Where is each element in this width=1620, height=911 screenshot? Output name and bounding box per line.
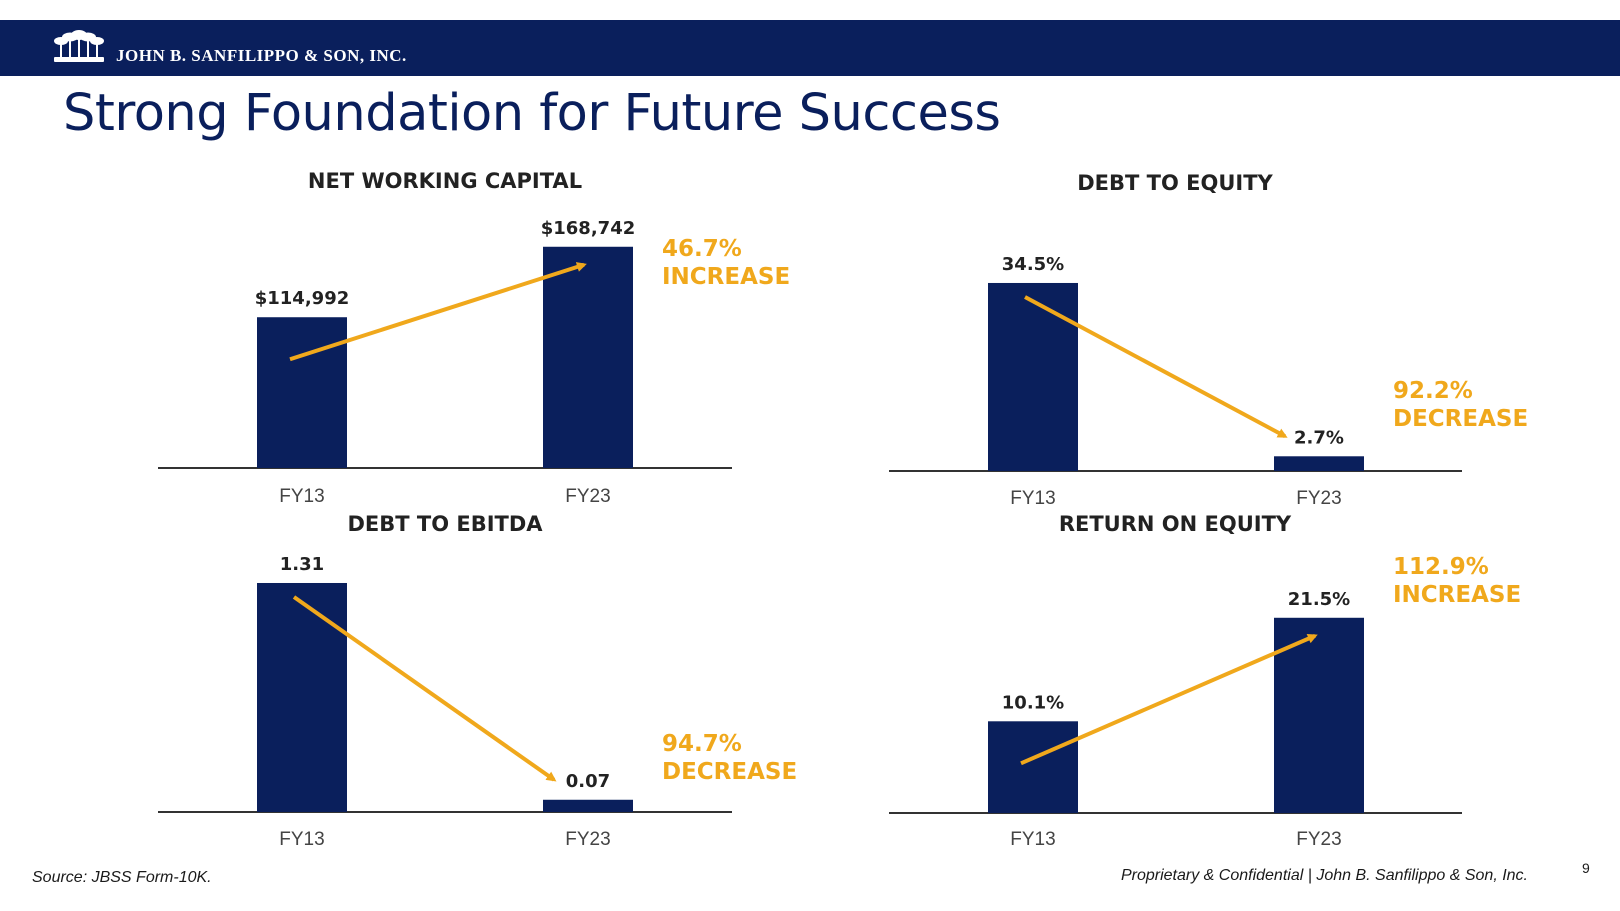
page-number: 9 [1582, 860, 1590, 876]
data-label: 21.5% [1288, 589, 1350, 610]
data-label: 2.7% [1294, 427, 1344, 448]
chart-title: NET WORKING CAPITAL [308, 169, 582, 193]
trend-arrow [289, 262, 587, 362]
x-tick-label: FY13 [279, 829, 324, 850]
change-word: INCREASE [1393, 582, 1521, 608]
change-percent: 46.7% [662, 236, 742, 262]
data-label: 10.1% [1002, 692, 1064, 713]
change-word: DECREASE [662, 759, 797, 785]
trend-arrow [1024, 295, 1288, 439]
palm-trees-logo-icon [54, 30, 104, 62]
trend-arrow [1020, 633, 1318, 766]
bar-fy13 [257, 582, 347, 812]
company-name: JOHN B. SANFILIPPO & SON, INC. [116, 46, 407, 65]
x-tick-label: FY13 [279, 486, 324, 507]
x-tick-label: FY23 [565, 486, 610, 507]
bar-fy13 [988, 721, 1078, 813]
change-percent: 112.9% [1393, 554, 1489, 580]
data-label: 0.07 [566, 771, 610, 792]
page-title: Strong Foundation for Future Success [63, 84, 1001, 143]
bar-fy13 [988, 282, 1078, 471]
change-percent: 94.7% [662, 731, 742, 757]
x-tick-label: FY23 [1296, 829, 1341, 850]
change-word: INCREASE [662, 264, 790, 290]
x-tick-label: FY23 [1296, 488, 1341, 509]
data-label: $168,742 [541, 218, 636, 239]
header-bar: JOHN B. SANFILIPPO & SON, INC. [0, 20, 1620, 76]
change-percent: 92.2% [1393, 378, 1473, 404]
change-word: DECREASE [1393, 406, 1528, 432]
bar-fy23 [543, 246, 633, 468]
chart-title: DEBT TO EBITDA [347, 512, 543, 536]
trend-arrow [292, 595, 557, 782]
data-label: $114,992 [255, 288, 350, 309]
chart-title: RETURN ON EQUITY [1059, 512, 1292, 536]
x-tick-label: FY13 [1010, 829, 1055, 850]
bar-fy13 [257, 317, 347, 468]
data-label: 1.31 [280, 554, 324, 575]
x-tick-label: FY23 [565, 829, 610, 850]
bar-fy23 [543, 799, 633, 812]
confidential-footer: Proprietary & Confidential | John B. San… [1120, 867, 1528, 884]
bar-fy23 [1274, 456, 1364, 471]
data-label: 34.5% [1002, 254, 1064, 275]
bar-fy23 [1274, 617, 1364, 813]
chart-title: DEBT TO EQUITY [1077, 171, 1273, 195]
source-note: Source: JBSS Form-10K. [32, 869, 212, 886]
x-tick-label: FY13 [1010, 488, 1055, 509]
